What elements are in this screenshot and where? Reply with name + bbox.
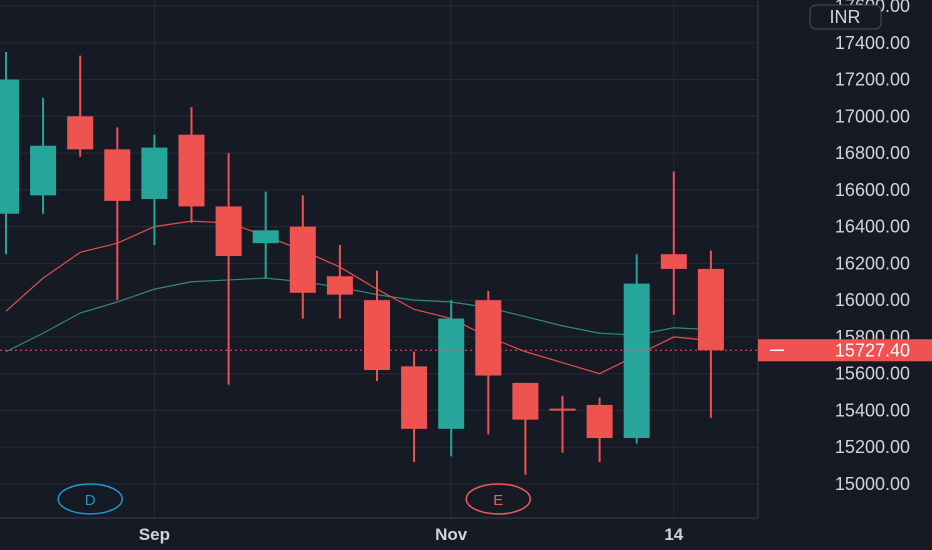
price-axis[interactable]: 17600.0017400.0017200.0017000.0016800.00… (835, 0, 910, 494)
candle[interactable] (549, 395, 576, 453)
candlestick-series[interactable] (0, 51, 724, 475)
candle-body (364, 300, 390, 371)
candle-body (326, 276, 353, 295)
candle[interactable] (141, 134, 168, 245)
candle-body (660, 254, 687, 269)
candle-body (623, 283, 650, 439)
event-badge-outline (57, 483, 123, 515)
y-tick-label: 16200.00 (835, 253, 910, 273)
candle-body (67, 116, 94, 150)
candle-body (141, 147, 168, 200)
event-badge-label: E (493, 492, 503, 509)
x-tick-label: 14 (664, 525, 683, 544)
time-axis[interactable]: Sep Nov 14 (139, 525, 684, 544)
candle-body (252, 230, 279, 244)
last-price-box (758, 339, 932, 362)
last-price-marker: 15727.40 (0, 339, 932, 362)
event-badge[interactable]: E (465, 483, 532, 515)
x-tick-label: Sep (139, 525, 170, 544)
event-badge-label: D (85, 492, 96, 509)
y-tick-label: 15400.00 (835, 400, 910, 420)
candle-body (0, 79, 19, 214)
y-tick-label: 16600.00 (835, 180, 910, 200)
last-price-label: 15727.40 (835, 340, 910, 360)
moving-average-fast-line (5, 220, 711, 375)
candle[interactable] (326, 245, 353, 319)
y-tick-label: 17400.00 (835, 33, 910, 53)
candle[interactable] (0, 51, 19, 255)
candle[interactable] (697, 250, 724, 418)
moving-average-slow-line (5, 277, 711, 353)
candle-body (586, 404, 613, 439)
moving-averages (5, 220, 711, 375)
y-tick-label: 16400.00 (835, 217, 910, 237)
y-tick-label: 15600.00 (835, 364, 910, 384)
currency-label[interactable]: INR (809, 4, 882, 30)
candle-body (289, 226, 316, 293)
candle[interactable] (438, 300, 465, 457)
candle[interactable] (475, 290, 502, 435)
candle[interactable] (660, 171, 687, 315)
candle[interactable] (67, 55, 94, 157)
candle[interactable] (215, 153, 242, 385)
y-tick-label: 17200.00 (835, 70, 910, 90)
event-badge[interactable]: D (57, 483, 123, 515)
candle-body (104, 149, 131, 201)
candle[interactable] (104, 127, 131, 301)
candle-body (438, 318, 465, 429)
candle[interactable] (252, 191, 279, 279)
candle[interactable] (289, 195, 316, 319)
candle[interactable] (512, 382, 539, 475)
candle-body (401, 366, 428, 429)
candle[interactable] (364, 270, 390, 382)
candle-body (549, 408, 576, 411)
currency-text: INR (830, 7, 861, 27)
candle[interactable] (623, 254, 650, 444)
candle-body (215, 206, 242, 257)
x-tick-label: Nov (435, 525, 468, 544)
candle[interactable] (30, 97, 57, 214)
y-tick-label: 16800.00 (835, 143, 910, 163)
y-tick-label: 15000.00 (835, 474, 910, 494)
event-badge-outline (465, 483, 532, 515)
candle[interactable] (178, 107, 205, 223)
candle[interactable] (401, 351, 428, 462)
y-tick-label: 16000.00 (835, 290, 910, 310)
candle-body (475, 300, 502, 376)
candle-body (30, 145, 57, 196)
candle-body (178, 134, 205, 207)
y-tick-label: 17000.00 (835, 106, 910, 126)
candle-body (697, 268, 724, 351)
currency-box (809, 4, 882, 30)
y-tick-label: 15200.00 (835, 437, 910, 457)
candle-body (512, 382, 539, 420)
candle[interactable] (586, 397, 613, 462)
